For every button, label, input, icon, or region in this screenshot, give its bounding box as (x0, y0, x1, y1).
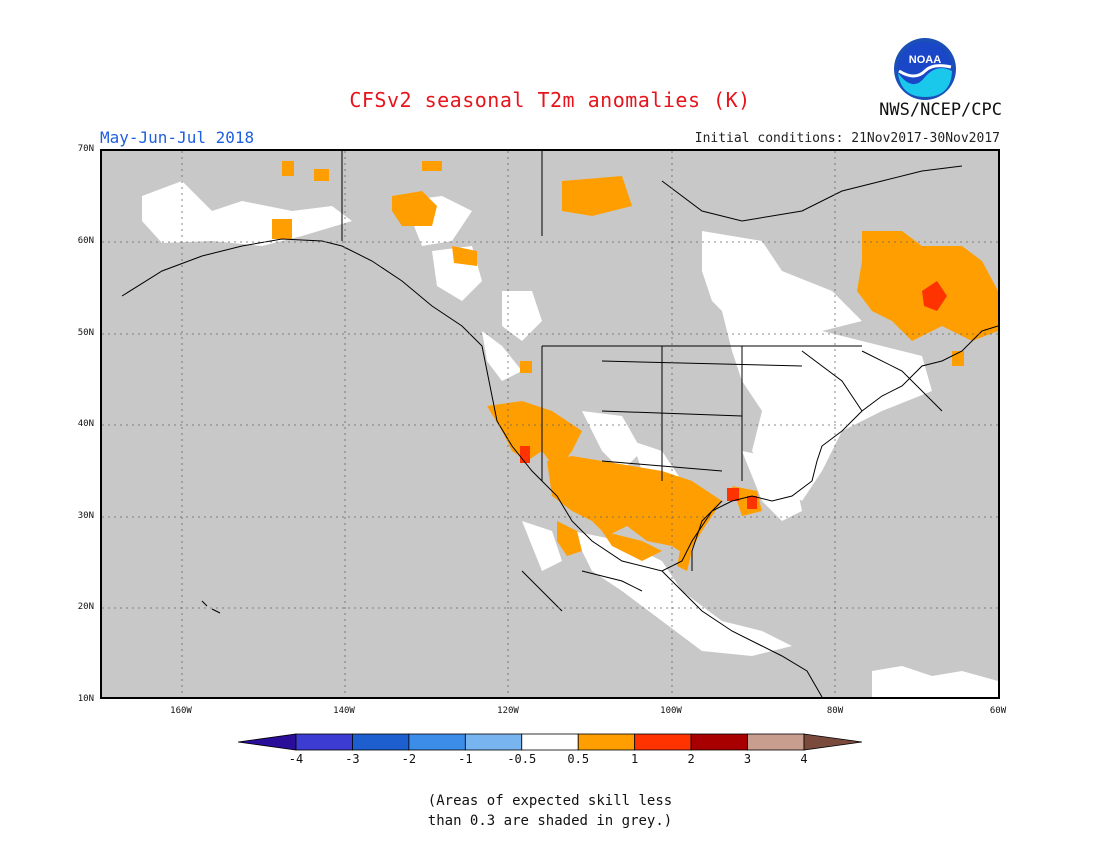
colorbar-tick-label: 3 (743, 752, 752, 766)
logo-text: NOAA (909, 54, 941, 66)
colorbar-segment (408, 733, 466, 751)
initial-conditions-label: Initial conditions: 21Nov2017-30Nov2017 (694, 131, 1000, 146)
note-line-2: than 0.3 are shaded in grey.) (427, 813, 673, 829)
colorbar-tick-label: -1 (458, 752, 473, 766)
colorbar-tick-label: -2 (401, 752, 417, 766)
colorbar-tick-label: 1 (631, 752, 639, 766)
colorbar (238, 733, 862, 751)
lat-label-30n: 30N (77, 511, 94, 521)
colorbar-tick-label: 2 (687, 752, 695, 766)
lat-label-10n: 10N (77, 694, 94, 704)
lon-label-100w: 100W (660, 706, 682, 716)
colorbar-tick-label: -4 (288, 752, 304, 766)
lat-label-50n: 50N (77, 328, 94, 338)
colorbar-segment (690, 733, 748, 751)
lon-label-60w: 60W (989, 706, 1007, 716)
colorbar-segment (634, 733, 692, 751)
colorbar-tick-label: 4 (800, 752, 808, 766)
lat-label-20n: 20N (77, 602, 94, 612)
lon-label-120w: 120W (497, 706, 519, 716)
lon-label-140w: 140W (333, 706, 355, 716)
lon-label-160w: 160W (170, 706, 192, 716)
colorbar-tick-label: -3 (345, 752, 360, 766)
colorbar-tick-label: 0.5 (567, 752, 590, 766)
colorbar-segment (521, 733, 579, 751)
colorbar-segment (803, 733, 862, 751)
period-label: May-Jun-Jul 2018 (100, 128, 255, 147)
chart-title: CFSv2 seasonal T2m anomalies (K) (349, 88, 751, 112)
note-line-1: (Areas of expected skill less (427, 793, 673, 809)
map-svg (102, 151, 998, 697)
coastlines (121, 151, 998, 697)
colorbar-segment (238, 733, 297, 751)
graticule (102, 151, 998, 697)
strong-warm-anomaly-areas (520, 281, 947, 509)
agency-label: NWS/NCEP/CPC (879, 100, 1002, 120)
colorbar-segment (577, 733, 636, 751)
warm-anomaly-areas (272, 161, 998, 571)
lon-label-80w: 80W (826, 706, 844, 716)
lat-label-70n: 70N (77, 144, 94, 154)
colorbar-segment (464, 733, 523, 751)
noaa-logo: NOAA (894, 38, 956, 100)
near-normal-areas (142, 181, 998, 697)
colorbar-tick-label: -0.5 (507, 752, 537, 766)
anomaly-map (100, 149, 1000, 699)
colorbar-segment (295, 733, 353, 751)
colorbar-segment (352, 733, 410, 751)
lat-label-60n: 60N (77, 236, 94, 246)
lat-label-40n: 40N (77, 419, 94, 429)
colorbar-segment (747, 733, 805, 751)
